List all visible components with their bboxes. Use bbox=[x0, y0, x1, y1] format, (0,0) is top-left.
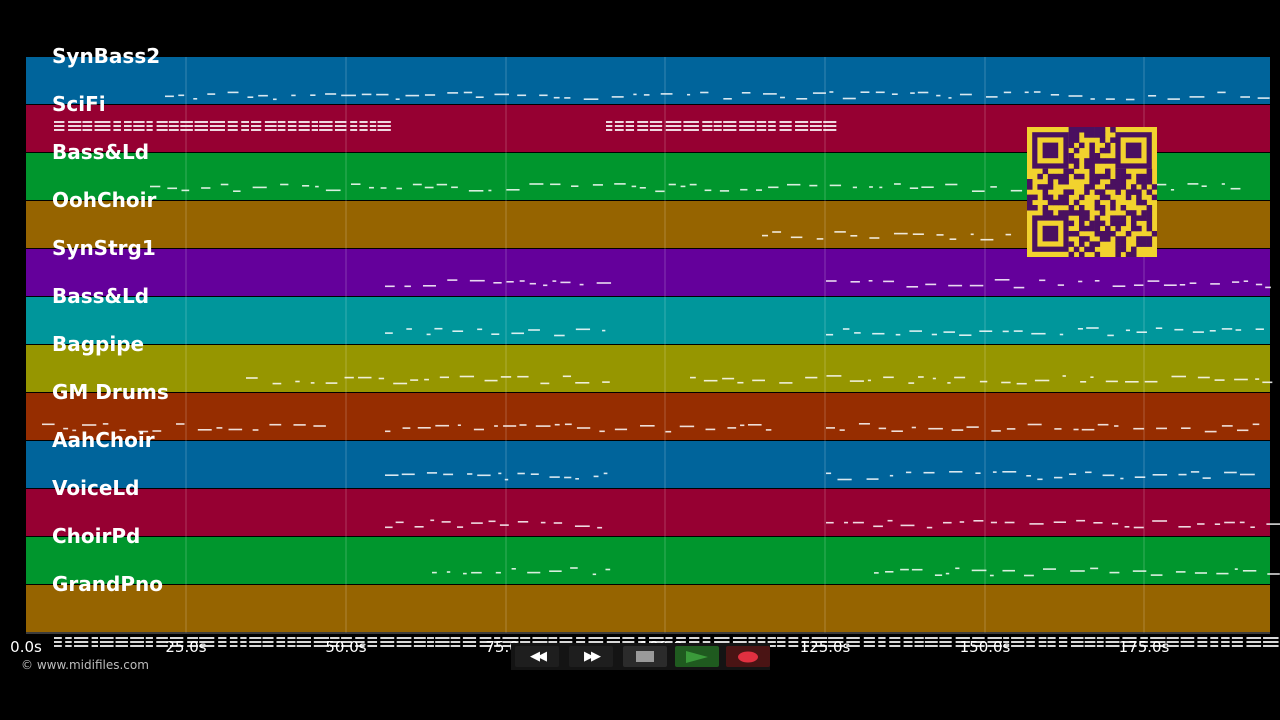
track-lane bbox=[26, 297, 1270, 344]
fast-forward-icon: ▶▶ bbox=[584, 649, 601, 664]
stop-button[interactable] bbox=[623, 646, 667, 667]
track-label: VoiceLd bbox=[52, 476, 140, 500]
copyright-text: © www.midifiles.com bbox=[21, 658, 149, 672]
rewind-icon: ◀◀ bbox=[530, 649, 547, 664]
time-tick-label: 150.0s bbox=[959, 638, 1011, 656]
play-button[interactable] bbox=[675, 646, 719, 667]
time-tick-label: 50.0s bbox=[325, 638, 367, 656]
track-label: SciFi bbox=[52, 92, 106, 116]
track-lane bbox=[26, 393, 1270, 440]
transport-bar: ◀◀ ▶▶ bbox=[511, 643, 770, 670]
track-label: SynStrg1 bbox=[52, 236, 156, 260]
track-label: Bagpipe bbox=[52, 332, 145, 356]
track-label: SynBass2 bbox=[52, 44, 161, 68]
play-icon bbox=[686, 650, 708, 663]
track-label: Bass&Ld bbox=[52, 284, 150, 308]
track-label: OohChoir bbox=[52, 188, 157, 212]
record-button[interactable] bbox=[726, 646, 770, 667]
time-tick-label: 25.0s bbox=[165, 638, 207, 656]
track-label: Bass&Ld bbox=[52, 140, 150, 164]
track-label: AahChoir bbox=[52, 428, 155, 452]
qr-code-icon bbox=[1027, 127, 1157, 257]
stop-icon bbox=[636, 651, 654, 662]
track-lane bbox=[26, 57, 1270, 104]
track-lane bbox=[26, 345, 1270, 392]
track-lane bbox=[26, 537, 1270, 584]
time-tick-label: 0.0s bbox=[10, 638, 42, 656]
track-label: GM Drums bbox=[52, 380, 169, 404]
fast-forward-button[interactable]: ▶▶ bbox=[569, 646, 613, 667]
track-label: GrandPno bbox=[52, 572, 163, 596]
track-label: ChoirPd bbox=[52, 524, 141, 548]
track-lane bbox=[26, 441, 1270, 488]
rewind-button[interactable]: ◀◀ bbox=[515, 646, 559, 667]
time-tick-label: 125.0s bbox=[799, 638, 851, 656]
record-icon bbox=[738, 651, 758, 662]
track-lane bbox=[26, 585, 1270, 632]
time-tick-label: 175.0s bbox=[1118, 638, 1170, 656]
track-lane bbox=[26, 489, 1270, 536]
